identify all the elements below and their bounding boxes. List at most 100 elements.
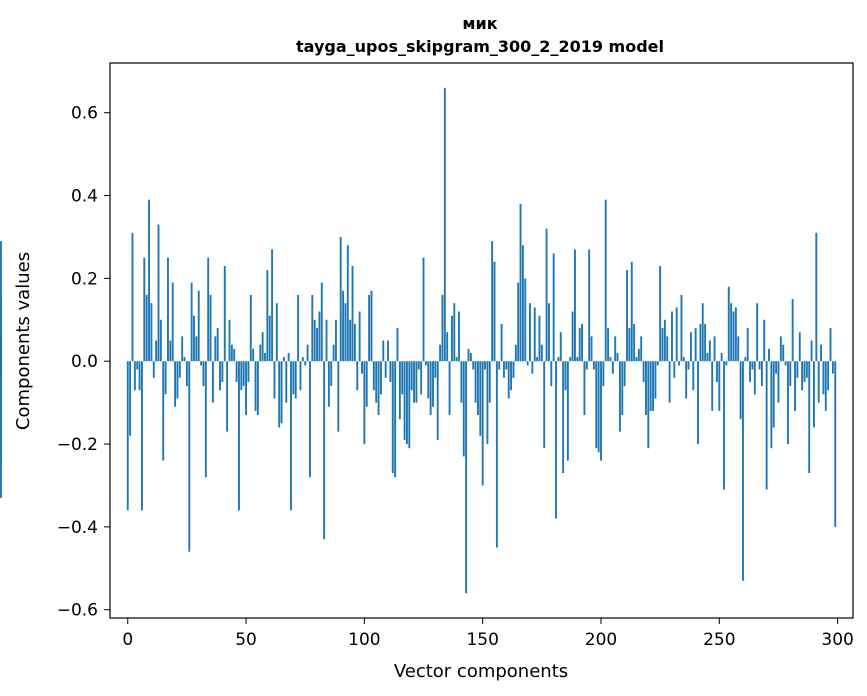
- bar: [569, 357, 572, 362]
- bar: [805, 361, 808, 378]
- bar: [332, 344, 335, 362]
- bar: [145, 294, 148, 362]
- bar: [666, 336, 669, 362]
- bar: [678, 361, 681, 366]
- x-tick-label: 250: [703, 630, 735, 650]
- bar: [547, 303, 550, 362]
- bar: [455, 357, 458, 362]
- bar: [574, 249, 576, 362]
- bar: [630, 261, 633, 362]
- bar: [626, 270, 628, 362]
- bar: [256, 361, 259, 416]
- bar: [443, 87, 446, 362]
- bar: [216, 328, 219, 362]
- y-tick-label: 0.6: [71, 104, 98, 124]
- bar: [576, 357, 579, 362]
- bar: [141, 361, 143, 511]
- bar: [335, 319, 337, 362]
- bar: [465, 361, 468, 594]
- bar: [751, 361, 754, 370]
- bar: [242, 361, 245, 387]
- bar: [600, 361, 602, 461]
- bar: [181, 336, 184, 362]
- bar: [171, 282, 174, 362]
- bar: [618, 361, 621, 432]
- bar: [0, 299, 2, 362]
- bar: [417, 361, 420, 370]
- bar: [706, 352, 709, 362]
- bar: [264, 352, 266, 362]
- bar: [801, 361, 804, 391]
- bar: [557, 357, 560, 362]
- bar: [190, 282, 193, 362]
- bar: [337, 361, 340, 432]
- bar: [680, 294, 683, 362]
- bar: [633, 323, 636, 362]
- bar: [325, 319, 328, 362]
- bar: [507, 361, 510, 399]
- bar: [829, 328, 832, 362]
- y-tick-label: 0.0: [71, 352, 98, 372]
- bar: [493, 261, 496, 362]
- bar: [763, 319, 766, 362]
- bar: [453, 303, 456, 362]
- bar: [656, 361, 659, 366]
- bar: [195, 336, 198, 362]
- bar: [597, 361, 600, 453]
- bar: [304, 361, 307, 366]
- bar: [351, 265, 354, 362]
- bar: [342, 290, 345, 362]
- bar: [472, 361, 475, 370]
- bar: [424, 361, 427, 366]
- bar: [794, 361, 796, 411]
- bar: [588, 249, 591, 362]
- bar: [514, 344, 517, 362]
- bar: [365, 361, 368, 407]
- bar: [450, 315, 453, 362]
- y-tick-label: −0.6: [57, 601, 98, 621]
- bar: [226, 361, 229, 432]
- bar: [408, 361, 411, 449]
- bar: [152, 361, 155, 378]
- bar: [313, 319, 316, 362]
- bar: [375, 361, 378, 403]
- bar: [723, 361, 725, 490]
- bar: [697, 361, 699, 445]
- bar: [685, 361, 688, 399]
- bar: [387, 340, 389, 362]
- bar: [436, 361, 439, 440]
- bar: [512, 361, 515, 378]
- bar: [540, 344, 543, 362]
- bar: [621, 361, 624, 416]
- bar: [356, 361, 359, 391]
- bar: [403, 361, 406, 440]
- bar: [687, 361, 690, 370]
- bar: [607, 328, 610, 362]
- bar: [481, 361, 484, 486]
- bar: [533, 307, 536, 362]
- bar: [555, 361, 557, 519]
- bar: [379, 361, 382, 395]
- bar: [770, 361, 773, 449]
- x-tick-label: 150: [466, 630, 498, 650]
- bar: [159, 319, 162, 362]
- bar: [138, 361, 141, 391]
- bar: [616, 352, 619, 362]
- bar: [240, 361, 243, 391]
- bar: [831, 361, 834, 374]
- x-axis-label: Vector components: [394, 661, 568, 682]
- bar: [389, 361, 392, 382]
- bar: [737, 336, 740, 362]
- bar: [398, 361, 401, 420]
- bar: [247, 361, 250, 382]
- bar: [396, 328, 399, 362]
- bar: [628, 328, 631, 362]
- bar: [129, 361, 132, 436]
- bar: [813, 361, 815, 428]
- bar: [585, 361, 588, 370]
- x-tick-label: 0: [122, 630, 133, 650]
- bar: [592, 361, 595, 370]
- bar: [786, 361, 789, 445]
- bar: [259, 344, 262, 362]
